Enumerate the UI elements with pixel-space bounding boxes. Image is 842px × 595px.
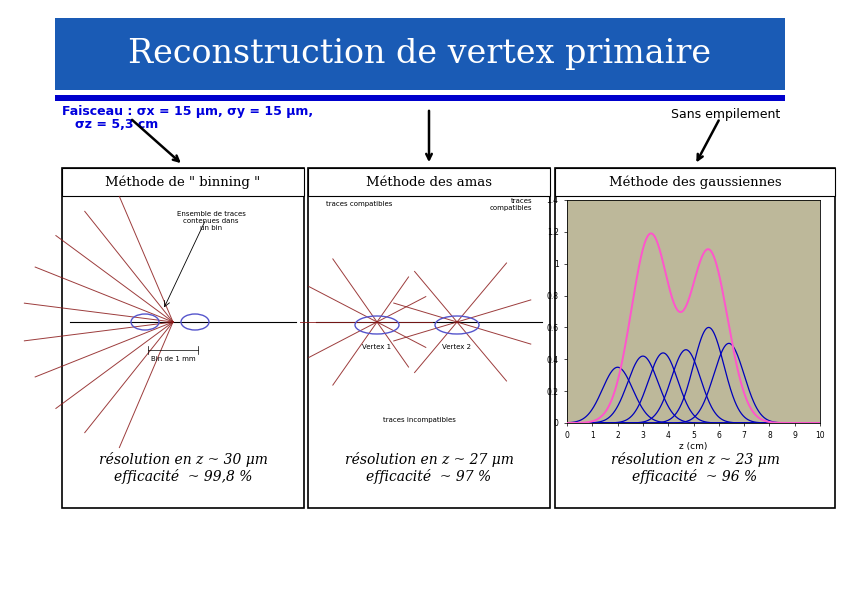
Text: traces compatibles: traces compatibles [326,201,392,207]
Text: Sans empilement: Sans empilement [671,108,780,121]
Text: traces incompatibles: traces incompatibles [382,417,456,423]
Bar [555,168,835,196]
Text: Reconstruction de vertex primaire: Reconstruction de vertex primaire [129,38,711,70]
Text: Ensemble de traces
contenues dans
un bin: Ensemble de traces contenues dans un bin [177,211,245,231]
Bar [555,168,835,508]
Text: Vertex 1: Vertex 1 [362,344,392,350]
Bar [55,18,785,90]
Text: Méthode des amas: Méthode des amas [366,176,492,189]
Text: résolution en z ~ 27 μm
efficacité  ~ 97 %: résolution en z ~ 27 μm efficacité ~ 97 … [344,452,514,484]
Bar [62,168,304,196]
Bar [308,168,550,196]
Text: Faisceau : σx = 15 μm, σy = 15 μm,: Faisceau : σx = 15 μm, σy = 15 μm, [62,105,313,118]
Text: Bin de 1 mm: Bin de 1 mm [151,356,195,362]
Text: Méthode des gaussiennes: Méthode des gaussiennes [609,176,781,189]
Text: σz = 5,3 cm: σz = 5,3 cm [75,118,158,131]
Text: Vertex 2: Vertex 2 [443,344,472,350]
X-axis label: z (cm): z (cm) [679,441,707,451]
Bar [62,168,304,508]
Text: résolution en z ~ 30 μm
efficacité  ~ 99,8 %: résolution en z ~ 30 μm efficacité ~ 99,… [99,452,268,484]
Text: résolution en z ~ 23 μm
efficacité  ~ 96 %: résolution en z ~ 23 μm efficacité ~ 96 … [610,452,780,484]
Text: Méthode de " binning ": Méthode de " binning " [105,176,260,189]
Bar [308,168,550,508]
Text: traces
compatibles: traces compatibles [489,198,532,211]
Bar [55,95,785,101]
